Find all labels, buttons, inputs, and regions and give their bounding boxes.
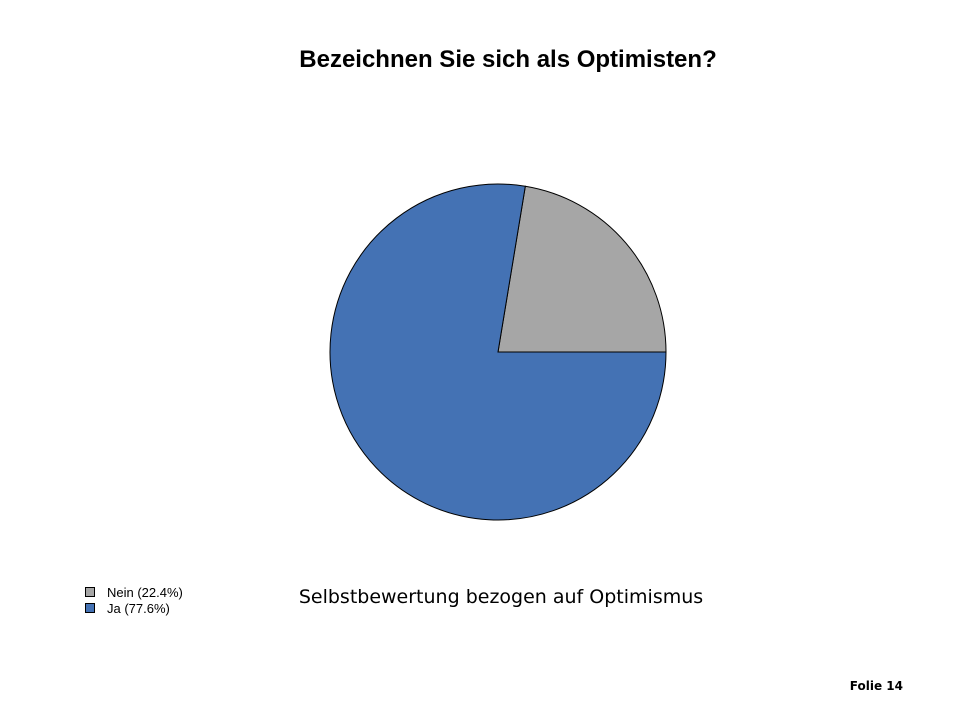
pie-slice-nein [497,185,667,353]
legend-swatch-nein [85,587,95,597]
legend: Nein (22.4%) Ja (77.6%) [85,584,183,616]
legend-item-nein: Nein (22.4%) [85,584,183,600]
legend-item-ja: Ja (77.6%) [85,600,183,616]
slide-number: Folie 14 [849,679,903,693]
legend-label-nein: Nein (22.4%) [107,584,183,600]
chart-subtitle: Selbstbewertung bezogen auf Optimismus [298,586,704,608]
legend-label-ja: Ja (77.6%) [107,600,170,616]
legend-swatch-ja [85,603,95,613]
pie-slice-ja [329,183,667,521]
chart-title: Bezeichnen Sie sich als Optimisten? [299,46,717,73]
